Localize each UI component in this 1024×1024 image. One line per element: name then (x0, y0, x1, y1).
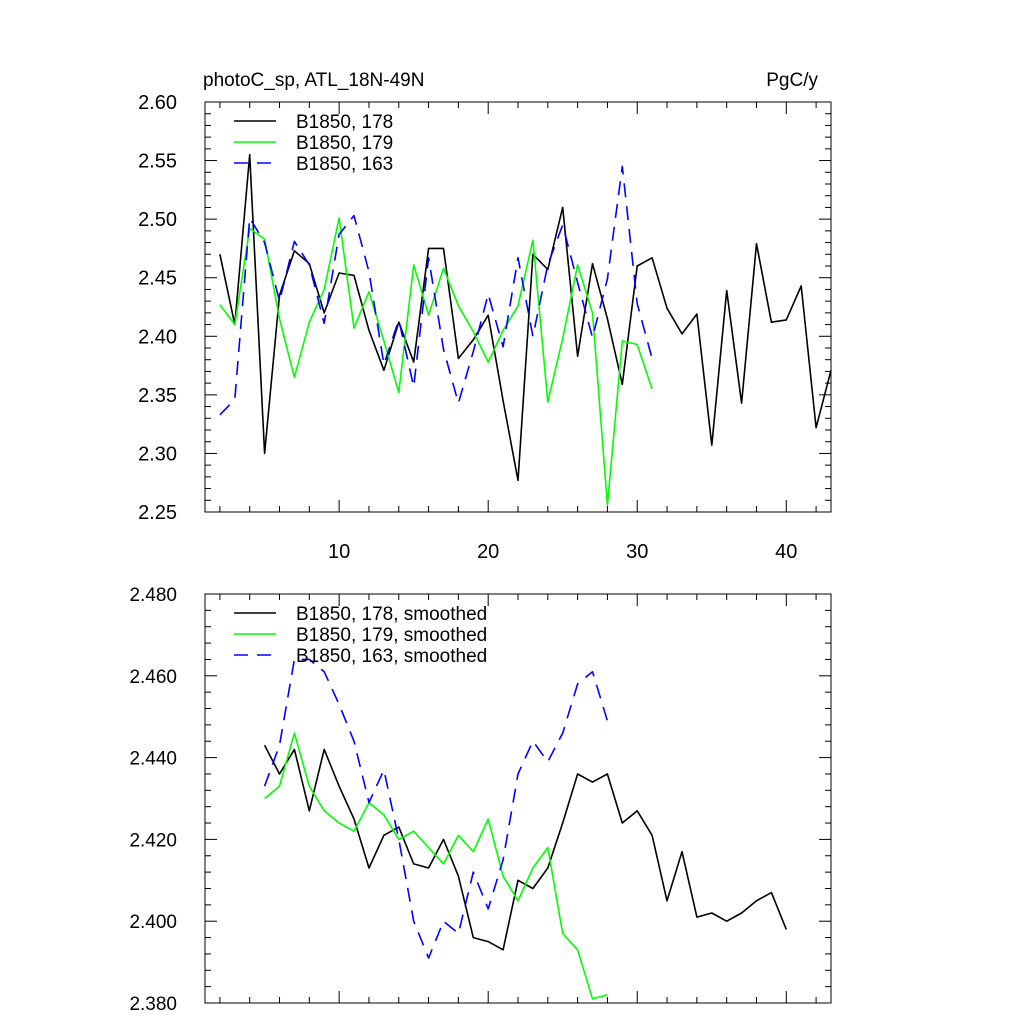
series-line (264, 732, 608, 1000)
y-tick-label: 2.420 (129, 830, 177, 851)
x-tick-label: 40 (775, 541, 797, 563)
y-tick-label: 2.25 (138, 502, 177, 524)
y-tick-label: 2.460 (129, 667, 177, 688)
x-tick-label: 20 (477, 541, 499, 563)
series-line (263, 658, 609, 959)
legend-label: B1850, 163, smoothed (296, 646, 487, 667)
series-line (219, 165, 653, 416)
units-label: PgC/y (766, 70, 818, 91)
legend-label: B1850, 178 (296, 112, 393, 133)
y-tick-label: 2.480 (129, 585, 177, 606)
chart-title: photoC_sp, ATL_18N-49N (203, 70, 424, 91)
y-tick-label: 2.40 (138, 326, 177, 348)
x-tick-label: 10 (328, 541, 350, 563)
legend-label: B1850, 163 (296, 154, 393, 175)
legend-label: B1850, 178, smoothed (296, 604, 487, 625)
y-tick-label: 2.60 (138, 92, 177, 114)
y-tick-label: 2.30 (138, 443, 177, 465)
bottom-panel: 2.380 2.400 2.420 2.440 2.460 2.480 B1850, 178… (129, 585, 832, 1015)
y-tick-label: 2.45 (138, 268, 177, 290)
y-tick-label: 2.50 (138, 209, 177, 231)
legend-label: B1850, 179, smoothed (296, 625, 487, 646)
y-tick-label: 2.55 (138, 151, 177, 173)
y-tick-label: 2.400 (129, 912, 177, 933)
x-tick-label: 30 (626, 541, 648, 563)
legend-label: B1850, 179 (296, 133, 393, 154)
y-tick-label: 2.380 (129, 994, 177, 1015)
series-line (263, 744, 788, 951)
series-line (219, 153, 832, 482)
y-tick-label: 2.440 (129, 749, 177, 770)
top-panel: photoC_sp, ATL_18N-49N PgC/y 10 20 30 40 2.2… (138, 70, 832, 563)
y-tick-label: 2.35 (138, 385, 177, 407)
series-line (219, 217, 653, 506)
